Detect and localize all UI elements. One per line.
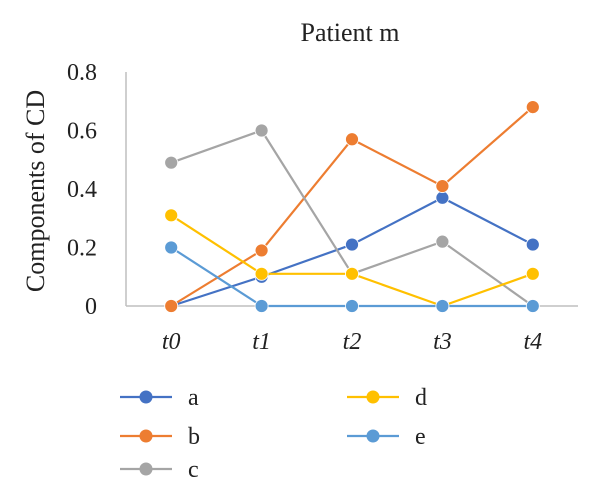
series-line-d bbox=[170, 214, 534, 308]
data-point-d bbox=[254, 266, 269, 281]
legend-marker bbox=[139, 429, 153, 443]
legend-label: d bbox=[415, 385, 427, 411]
x-tick-label: t3 bbox=[433, 329, 452, 355]
data-point-a bbox=[435, 190, 450, 205]
legend-marker bbox=[139, 462, 153, 476]
legend-item-e: e bbox=[347, 424, 426, 450]
data-point-d bbox=[345, 266, 359, 281]
legend: abc de bbox=[120, 385, 427, 483]
x-tick-label: t4 bbox=[523, 329, 542, 355]
legend-label: b bbox=[188, 424, 200, 450]
data-point-b bbox=[254, 243, 269, 258]
data-point-e bbox=[435, 299, 450, 313]
data-point-c bbox=[435, 234, 450, 249]
y-tick-label: 0.2 bbox=[67, 236, 97, 262]
data-point-b bbox=[164, 299, 179, 313]
data-point-d bbox=[164, 208, 179, 223]
y-tick-label: 0 bbox=[85, 294, 97, 320]
data-point-a bbox=[525, 237, 540, 252]
y-tick-label: 0.8 bbox=[67, 60, 97, 86]
x-tick-label: t1 bbox=[252, 329, 271, 355]
plot-area: 0 0.2 0.4 0.6 0.8 t0 t1 t2 t3 t4 bbox=[67, 60, 578, 355]
data-point-e bbox=[254, 299, 269, 313]
data-point-b bbox=[435, 179, 450, 193]
data-point-c bbox=[254, 123, 269, 138]
legend-item-b: b bbox=[120, 424, 200, 450]
legend-marker bbox=[366, 429, 380, 443]
legend-item-c: c bbox=[120, 457, 199, 483]
y-axis-label: Components of CD bbox=[21, 90, 50, 292]
data-point-a bbox=[345, 237, 359, 252]
series-line-a bbox=[170, 196, 534, 308]
chart-title: Patient m bbox=[301, 18, 400, 47]
data-point-b bbox=[345, 132, 359, 147]
legend-item-a: a bbox=[120, 385, 199, 411]
data-point-e bbox=[164, 240, 179, 255]
legend-item-d: d bbox=[347, 385, 427, 411]
legend-marker bbox=[366, 390, 380, 404]
legend-label: a bbox=[188, 385, 199, 411]
data-point-e bbox=[345, 299, 359, 313]
x-tick-label: t0 bbox=[162, 329, 181, 355]
data-point-e bbox=[525, 299, 540, 313]
data-point-b bbox=[525, 100, 540, 114]
legend-label: c bbox=[188, 457, 199, 483]
data-point-c bbox=[164, 155, 179, 170]
x-tick-label: t2 bbox=[343, 329, 362, 355]
legend-label: e bbox=[415, 424, 426, 450]
legend-marker bbox=[139, 390, 153, 404]
data-point-d bbox=[525, 266, 540, 281]
y-tick-label: 0.4 bbox=[67, 177, 97, 203]
y-tick-label: 0.6 bbox=[67, 119, 97, 145]
